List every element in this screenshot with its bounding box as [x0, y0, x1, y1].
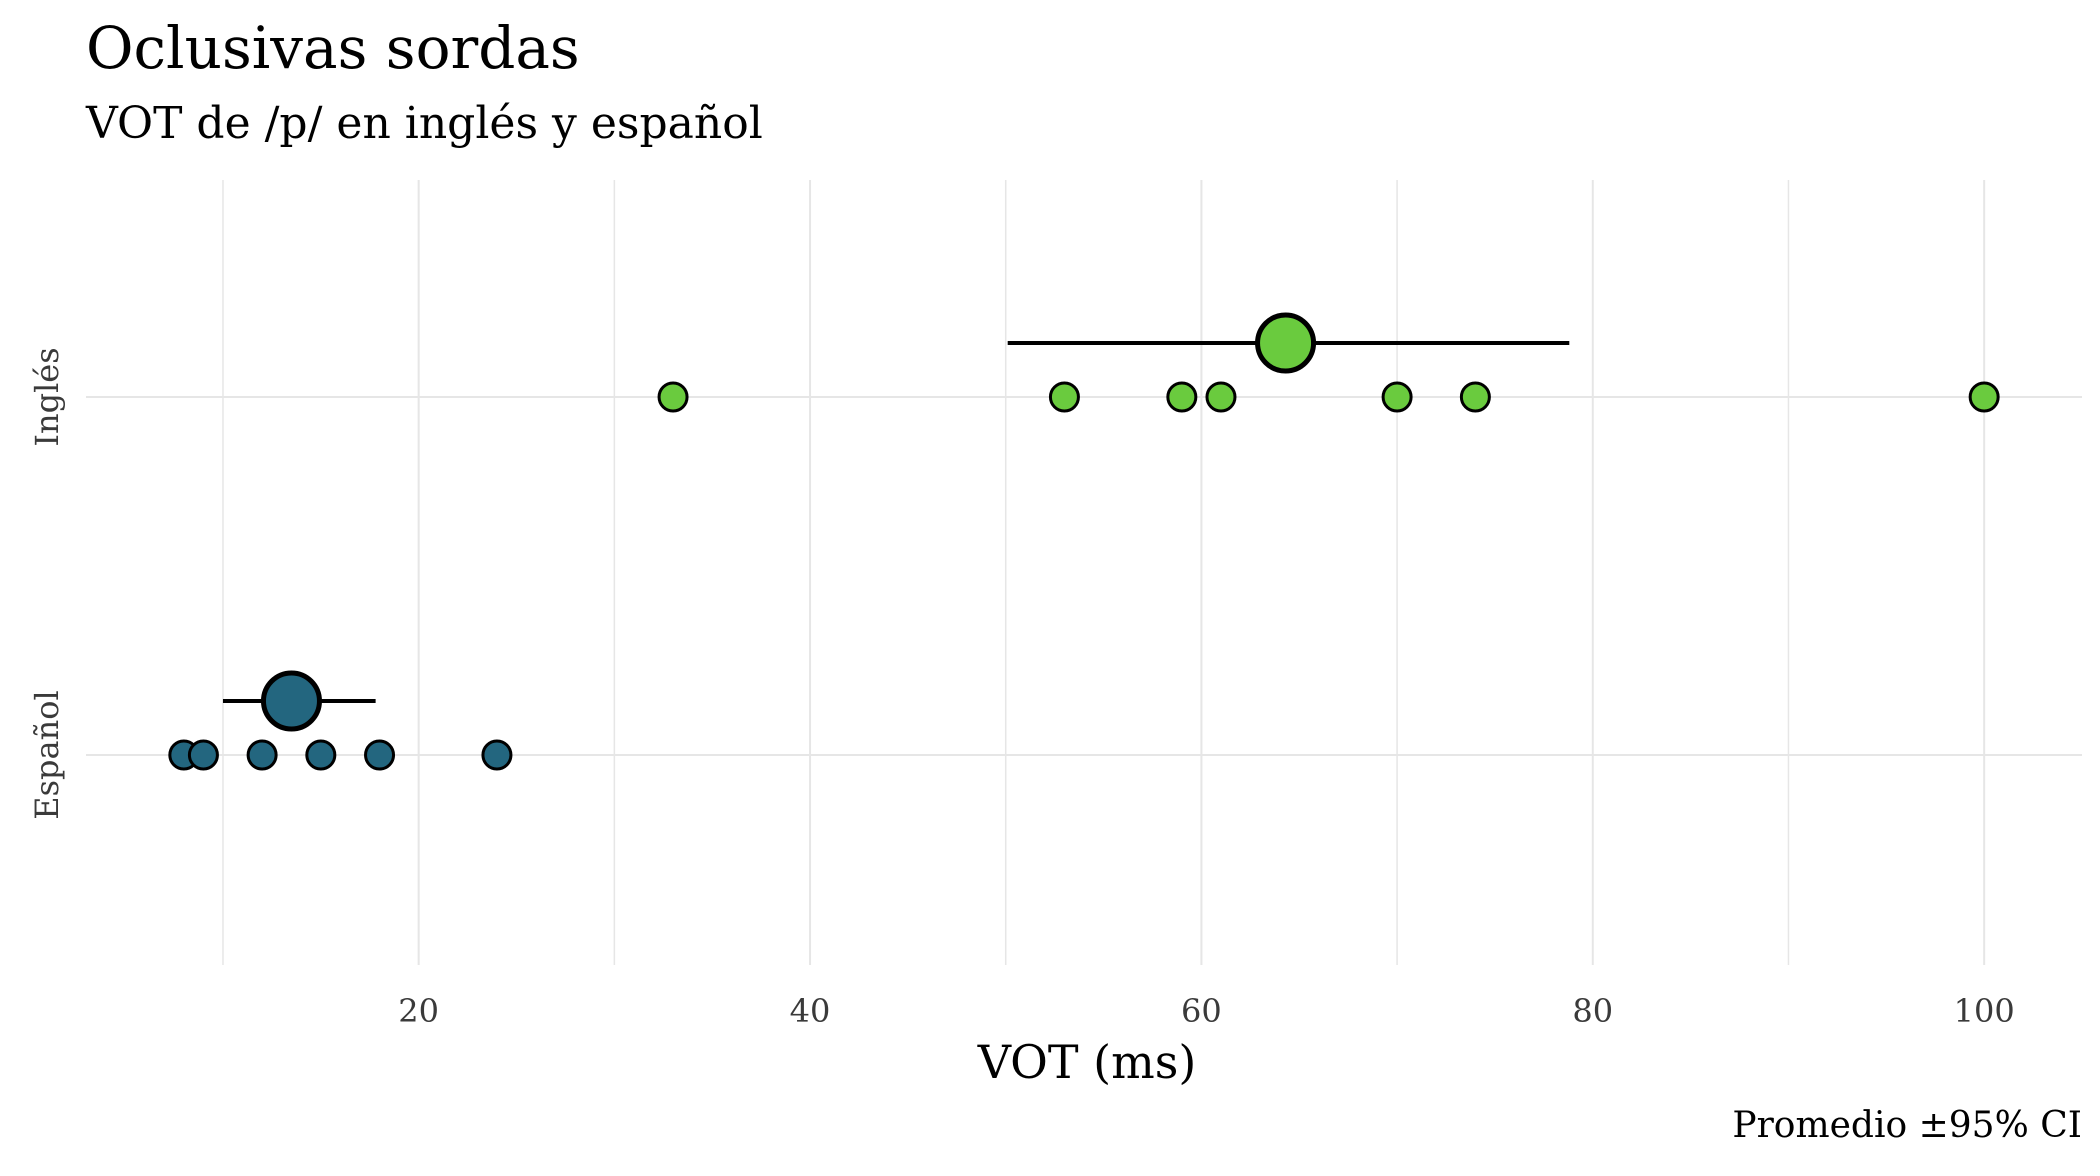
- data-point: [1166, 381, 1198, 413]
- data-point: [1968, 381, 2000, 413]
- x-axis-title: VOT (ms): [977, 1035, 1197, 1089]
- data-point: [1459, 381, 1491, 413]
- series-Inglés: [657, 312, 2000, 413]
- label-layer: 20 40 60 80 100 Español Inglés: [28, 347, 2015, 1030]
- mean-point: [1255, 312, 1317, 374]
- chart-subtitle: VOT de /p/ en inglés y español: [86, 98, 763, 149]
- data-point: [246, 739, 278, 771]
- series-Español: [168, 670, 513, 771]
- data-point: [481, 739, 513, 771]
- x-tick-label: 20: [398, 992, 439, 1030]
- x-tick-label: 80: [1572, 992, 1613, 1030]
- data-point: [657, 381, 689, 413]
- y-tick-label: Español: [28, 690, 66, 819]
- data-point: [1205, 381, 1237, 413]
- chart-title: Oclusivas sordas: [86, 14, 580, 82]
- chart-caption: Promedio ±95% CI: [1732, 1105, 2082, 1146]
- series-layer: [168, 312, 2000, 771]
- data-point: [364, 739, 396, 771]
- y-tick-label: Inglés: [28, 347, 66, 446]
- x-tick-label: 100: [1954, 992, 2015, 1030]
- mean-point: [260, 670, 322, 732]
- data-point: [1048, 381, 1080, 413]
- grid-layer: [86, 180, 2082, 965]
- data-point: [1381, 381, 1413, 413]
- x-tick-label: 60: [1181, 992, 1222, 1030]
- data-point: [187, 739, 219, 771]
- data-point: [305, 739, 337, 771]
- x-tick-label: 40: [790, 992, 831, 1030]
